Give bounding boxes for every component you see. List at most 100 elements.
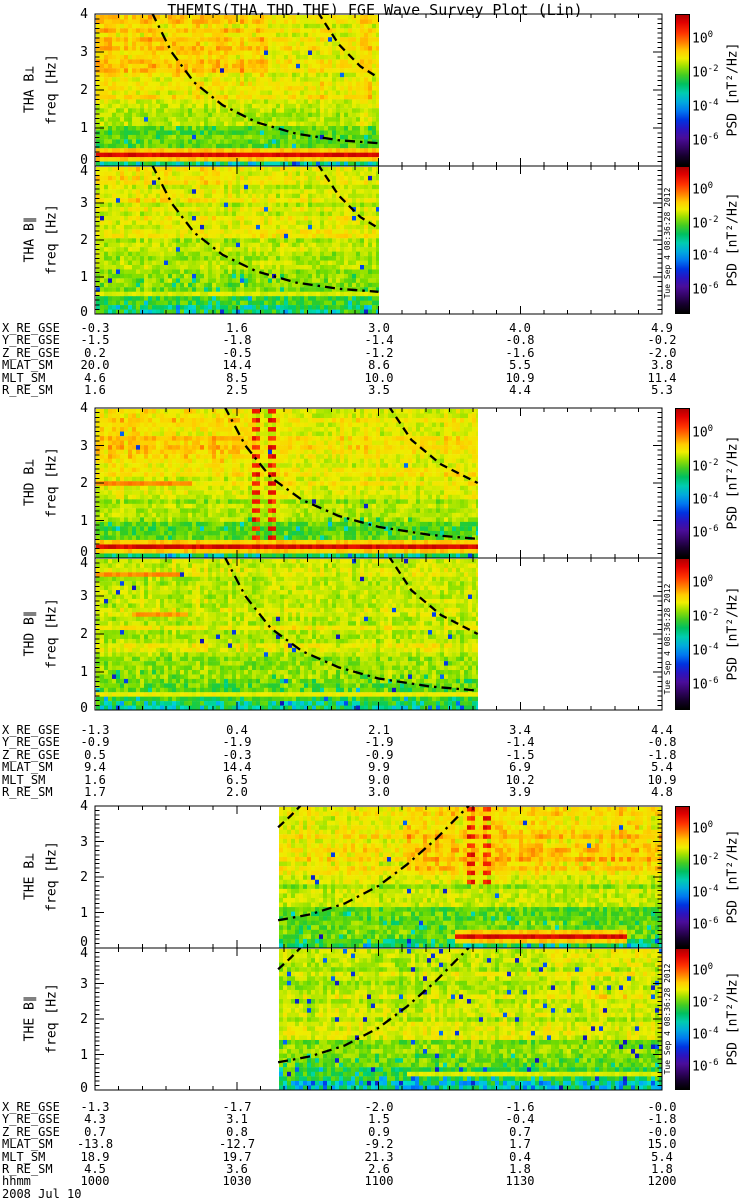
ephemeris-value: 4.0 <box>509 321 531 335</box>
ephemeris-row-label: MLAT_SM <box>2 760 53 774</box>
ephemeris-row-label: Z_RE_GSE <box>2 748 60 762</box>
plot-timestamp: Tue Sep 4 08:36:28 2012 <box>663 187 672 299</box>
ephemeris-value: 1.5 <box>368 1112 390 1126</box>
colorbar-tick-label: 10-4 <box>692 1026 719 1043</box>
ephemeris-value: 0.5 <box>84 748 106 762</box>
ephemeris-value: 9.4 <box>84 760 106 774</box>
colorbar-tick-label: 10-2 <box>692 215 719 232</box>
ephemeris-value: -0.8 <box>647 735 677 749</box>
ephemeris-value: -1.7 <box>222 1100 252 1114</box>
ephemeris-value: 1.7 <box>84 785 106 799</box>
colorbar-tick-label: 10-2 <box>692 608 719 625</box>
plot-timestamp: Tue Sep 4 08:36:28 2012 <box>663 963 672 1075</box>
freq-tick-label: 1 <box>80 270 88 285</box>
colorbar <box>675 806 690 948</box>
ephemeris-value: 10.0 <box>364 371 394 385</box>
freq-tick-label: 3 <box>80 589 88 604</box>
psd-axis-label: PSD [nT²/Hz] <box>725 971 741 1066</box>
freq-tick-label: 3 <box>80 977 88 992</box>
ephemeris-value: 10.9 <box>505 371 535 385</box>
ephemeris-value: -1.3 <box>80 723 110 737</box>
ephemeris-row-label: R_RE_SM <box>2 383 53 397</box>
ephemeris-value: 0.9 <box>368 1125 390 1139</box>
colorbar-tick-label: 10-4 <box>692 247 719 264</box>
ephemeris-value: 9.9 <box>368 760 390 774</box>
spectrogram-thd-bpar <box>96 559 478 710</box>
date-label: 2008 Jul 10 <box>2 1187 82 1200</box>
freq-tick-label: 0 <box>80 701 88 716</box>
ephemeris-value: -0.3 <box>222 748 252 762</box>
freq-tick-label: 4 <box>80 799 88 814</box>
colorbar-tick-label: 10-4 <box>692 491 719 508</box>
freq-axis-label: freq [Hz] <box>44 983 60 1054</box>
ephemeris-value: 8.6 <box>368 358 390 372</box>
ephemeris-row-label: X_RE_GSE <box>2 723 60 737</box>
colorbar-tick-label: 10-2 <box>692 994 719 1011</box>
ephemeris-value: 3.0 <box>368 321 390 335</box>
ephemeris-value: 6.5 <box>226 773 248 787</box>
colorbar-tick-label: 10-6 <box>692 524 719 541</box>
freq-tick-label: 4 <box>80 401 88 416</box>
spectrogram-the-bperp <box>279 807 662 948</box>
ephemeris-value: 1.6 <box>226 321 248 335</box>
ephemeris-value: -0.3 <box>80 321 110 335</box>
psd-axis-label: PSD [nT²/Hz] <box>725 192 741 287</box>
ephemeris-value: 9.0 <box>368 773 390 787</box>
ephemeris-value: 4.5 <box>84 1162 106 1176</box>
ephemeris-row-label: MLAT_SM <box>2 1137 53 1151</box>
colorbar <box>675 14 690 166</box>
colorbar-tick-label: 10-2 <box>692 852 719 869</box>
ephemeris-value: -9.2 <box>364 1137 394 1151</box>
colorbar <box>675 558 690 710</box>
ephemeris-value: -1.9 <box>364 735 394 749</box>
freq-axis-label: freq [Hz] <box>44 598 60 669</box>
colorbar-tick-label: 100 <box>692 820 714 837</box>
ephemeris-value: 20.0 <box>80 358 110 372</box>
ephemeris-value: 10.9 <box>647 773 677 787</box>
ephemeris-value: -2.0 <box>647 346 677 360</box>
freq-tick-label: 2 <box>80 870 88 885</box>
time-tick-label: 1200 <box>647 1174 677 1188</box>
ephemeris-value: 6.9 <box>509 760 531 774</box>
ephemeris-value: -1.8 <box>647 1112 677 1126</box>
ephemeris-value: 3.6 <box>226 1162 248 1176</box>
ephemeris-row-label: MLT_SM <box>2 1150 46 1164</box>
ephemeris-row-label: Z_RE_GSE <box>2 1125 60 1139</box>
ephemeris-row-label: Z_RE_GSE <box>2 346 60 360</box>
ephemeris-value: 2.6 <box>368 1162 390 1176</box>
spectrogram-thd-bperp <box>96 409 478 558</box>
ephemeris-value: 3.5 <box>368 383 390 397</box>
ephemeris-value: 11.4 <box>647 371 677 385</box>
ephemeris-value: 4.6 <box>84 371 106 385</box>
ephemeris-value: 4.9 <box>651 321 673 335</box>
ephemeris-value: 1.6 <box>84 773 106 787</box>
ephemeris-value: -0.9 <box>364 748 394 762</box>
ephemeris-value: 5.3 <box>651 383 673 397</box>
ephemeris-value: -2.0 <box>364 1100 394 1114</box>
freq-tick-label: 3 <box>80 196 88 211</box>
ephemeris-value: 14.4 <box>222 358 252 372</box>
ephemeris-value: -1.5 <box>80 333 110 347</box>
ephemeris-value: -1.4 <box>364 333 394 347</box>
freq-tick-label: 2 <box>80 233 88 248</box>
freq-tick-label: 0 <box>80 305 88 320</box>
ephemeris-row-label: MLAT_SM <box>2 358 53 372</box>
freq-tick-label: 4 <box>80 7 88 22</box>
freq-tick-label: 0 <box>80 1081 88 1096</box>
freq-axis-label: freq [Hz] <box>44 204 60 275</box>
panel-label-spectrogram-tha-bpar: THA B∥ <box>22 216 38 263</box>
ephemeris-value: -0.2 <box>647 333 677 347</box>
freq-axis-label: freq [Hz] <box>44 447 60 518</box>
colorbar-tick-label: 10-2 <box>692 458 719 475</box>
freq-tick-label: 2 <box>80 83 88 98</box>
ephemeris-value: -1.4 <box>505 735 535 749</box>
time-tick-label: 1030 <box>222 1174 252 1188</box>
ephemeris-value: 1.8 <box>651 1162 673 1176</box>
freq-tick-label: 1 <box>80 665 88 680</box>
ephemeris-value: -1.8 <box>222 333 252 347</box>
ephemeris-value: -1.6 <box>505 1100 535 1114</box>
colorbar-tick-label: 100 <box>692 424 714 441</box>
ephemeris-value: 0.7 <box>84 1125 106 1139</box>
freq-tick-label: 1 <box>80 121 88 136</box>
spectrogram-tha-bperp <box>96 15 379 166</box>
